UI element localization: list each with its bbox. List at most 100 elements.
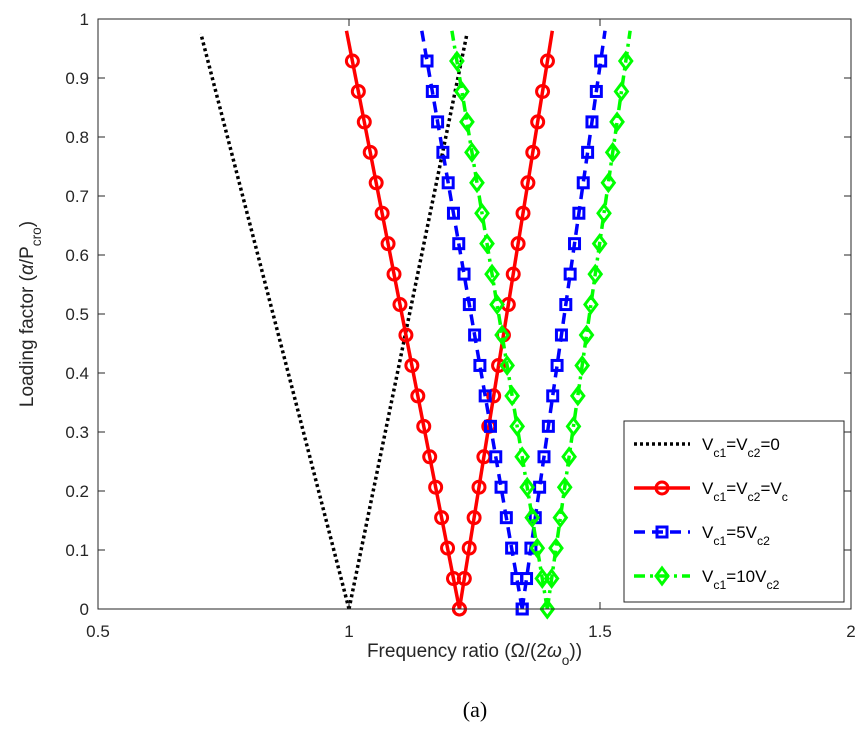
series-3-left-marker-16 xyxy=(431,115,445,129)
series-1-right-branch-line xyxy=(347,33,469,610)
series-3-right-marker-10 xyxy=(559,298,573,312)
series-3-left-marker-12 xyxy=(452,237,466,251)
series-2-right-marker-17 xyxy=(535,83,551,99)
series-4-right-marker-13 xyxy=(596,202,612,224)
series-4-left-marker-8 xyxy=(499,354,515,376)
series-4-right-marker-10 xyxy=(583,294,599,316)
series-4-right-marker-8 xyxy=(574,354,591,376)
series-4-right-marker-5 xyxy=(561,446,577,468)
series-3-right-marker-8 xyxy=(550,358,564,372)
series-4-right-marker-6 xyxy=(565,415,582,437)
series-3-right-marker-2 xyxy=(524,541,538,555)
series-4 xyxy=(449,30,634,620)
legend-label-4: Vc1=10Vc2 xyxy=(702,567,780,592)
series-2-right-marker-3 xyxy=(466,510,482,526)
series-3-left-marker-4 xyxy=(494,480,508,494)
series-4-right-marker-18 xyxy=(617,50,634,72)
series-3-left-marker-13 xyxy=(446,206,460,220)
series-2-right-marker-12 xyxy=(510,236,526,252)
series-3-right-marker-1 xyxy=(520,572,534,586)
y-tick-label-1: 0.1 xyxy=(65,541,89,560)
series-4-left-marker-6 xyxy=(509,415,526,437)
series-2-right-marker-18 xyxy=(539,53,555,69)
series-2-right-marker-8 xyxy=(491,357,507,373)
series-2-left-marker-18 xyxy=(344,53,360,69)
series-3-right-marker-9 xyxy=(554,328,568,342)
series-4-left-marker-12 xyxy=(479,233,495,255)
series-4-right-marker-12 xyxy=(591,233,608,255)
y-tick-label-2: 0.2 xyxy=(65,482,89,501)
series-2-left-marker-4 xyxy=(428,479,444,495)
series-2-left-marker-7 xyxy=(410,388,426,404)
series-3-right-marker-14 xyxy=(576,176,590,190)
series-4-left-marker-18 xyxy=(449,50,465,72)
y-tick-label-9: 0.9 xyxy=(65,69,89,88)
legend-entry-2: Vc1=Vc2=Vc xyxy=(634,479,788,504)
series-4-left-marker-3 xyxy=(524,507,541,529)
y-tick-label-8: 0.8 xyxy=(65,128,89,147)
series-2-left-marker-10 xyxy=(392,297,408,313)
series-2-left-marker-14 xyxy=(368,175,384,191)
series-2-left-marker-8 xyxy=(404,357,420,373)
series-3-left-marker-6 xyxy=(483,419,497,433)
series-1 xyxy=(199,33,469,610)
series-4-left-marker-15 xyxy=(464,141,480,163)
series-4-left-marker-7 xyxy=(504,385,521,407)
series-3-right-marker-6 xyxy=(541,419,555,433)
series-4-right-marker-1 xyxy=(543,568,560,590)
series-3-left-marker-14 xyxy=(441,176,455,190)
y-tick-label-0: 0 xyxy=(80,600,89,619)
series-4-right-marker-4 xyxy=(556,476,573,498)
legend-label-3: Vc1=5Vc2 xyxy=(702,523,770,548)
legend-label-2: Vc1=Vc2=Vc xyxy=(702,479,788,504)
series-3-right-marker-18 xyxy=(594,54,608,68)
series-4-right-marker-9 xyxy=(578,324,595,346)
series-4-right-marker-11 xyxy=(587,263,604,285)
series-2-left-marker-11 xyxy=(386,266,402,282)
series-3-right-marker-16 xyxy=(585,115,599,129)
axis-layer: 0.5 1 1.5 2 0 0.1 0.2 0.3 0.4 0.5 0.6 0.7 0.8 0.9 1 Fre… xyxy=(17,10,856,668)
series-2-right-marker-7 xyxy=(486,388,502,404)
series-4-left-marker-16 xyxy=(459,111,475,133)
x-tick-label-2: 1.5 xyxy=(588,622,612,641)
series-3-left-marker-8 xyxy=(473,358,487,372)
series-3-left-marker-10 xyxy=(462,298,476,312)
x-axis-label: Frequency ratio (Ω/(2ωo)) xyxy=(367,641,582,668)
series-2-right-marker-11 xyxy=(505,266,521,282)
series-3-right-marker-15 xyxy=(581,145,595,159)
y-tick-label-4: 0.4 xyxy=(65,364,89,383)
series-2-left-marker-17 xyxy=(350,83,366,99)
series-4-right-marker-16 xyxy=(609,111,625,133)
series-4-left-marker-17 xyxy=(454,80,470,102)
series-4-right-marker-17 xyxy=(613,80,630,102)
y-tick-label-10: 1 xyxy=(80,10,89,29)
series-4-left-marker-11 xyxy=(484,263,500,285)
series-3-left-marker-18 xyxy=(420,54,434,68)
series-3-left-marker-2 xyxy=(505,541,519,555)
legend: Vc1=Vc2=0 Vc1=Vc2=Vc Vc1=5Vc2 Vc1=10Vc2 xyxy=(623,420,845,603)
series-3-left-marker-11 xyxy=(457,267,471,281)
legend-marker-2 xyxy=(654,480,670,496)
legend-marker-4 xyxy=(654,565,670,587)
series-2-left-marker-2 xyxy=(440,540,456,556)
series-2-right-marker-4 xyxy=(471,479,487,495)
series-4-right-marker-0 xyxy=(539,598,556,620)
y-axis-label: Loading factor (α/Pcro) xyxy=(17,221,44,407)
series-2-right-marker-2 xyxy=(461,540,477,556)
series-4-left-marker-9 xyxy=(494,324,510,346)
series-2-left-marker-15 xyxy=(362,144,378,160)
series-2-left-marker-12 xyxy=(380,236,396,252)
series-2-right-marker-13 xyxy=(515,205,531,221)
series-4-right-marker-7 xyxy=(569,385,586,407)
series-4-left-marker-4 xyxy=(519,476,536,498)
series-4-left-marker-13 xyxy=(474,202,490,224)
series-layer xyxy=(199,30,634,620)
series-4-left-marker-2 xyxy=(529,537,546,559)
series-2-left-marker-9 xyxy=(398,327,414,343)
y-tick-label-5: 0.5 xyxy=(65,305,89,324)
series-3-right-marker-5 xyxy=(537,450,551,464)
figure-caption: (a) xyxy=(463,697,487,722)
y-tick-label-7: 0.7 xyxy=(65,187,89,206)
series-3-left-marker-5 xyxy=(489,450,503,464)
series-2-right-marker-15 xyxy=(525,144,541,160)
